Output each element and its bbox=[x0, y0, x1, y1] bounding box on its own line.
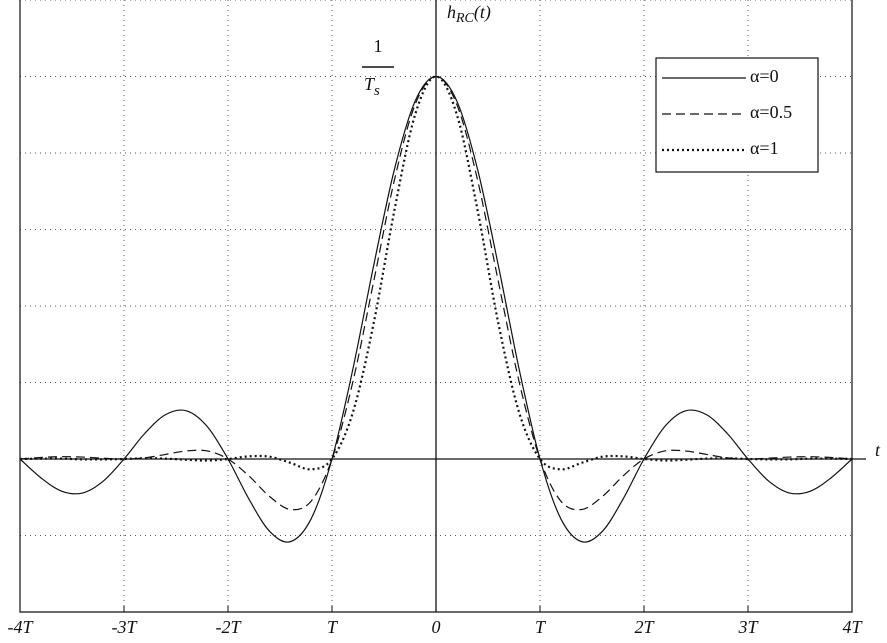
x-tick-label: 3T bbox=[737, 617, 759, 637]
legend-label: α=0.5 bbox=[750, 102, 792, 122]
x-tick-label: -4T bbox=[7, 617, 34, 637]
y-label-main: h bbox=[447, 2, 456, 22]
legend-box bbox=[655, 57, 819, 173]
x-tick-label: 0 bbox=[432, 617, 441, 637]
x-tick-label: 4T bbox=[842, 617, 863, 637]
y-label-end: (t) bbox=[474, 2, 491, 23]
y-label-sub: RC bbox=[455, 11, 475, 26]
annotation-denominator: Ts bbox=[364, 74, 380, 99]
x-axis-label: t bbox=[875, 440, 881, 460]
x-tick-label: 2T bbox=[634, 617, 655, 637]
x-tick-label: T bbox=[327, 617, 339, 637]
series-line bbox=[19, 75, 853, 511]
plot-layer: -4T -3T -2T T 0 T 2T 3T 4T α=0 α=0.5 α=1 bbox=[7, 0, 866, 637]
legend-label: α=0 bbox=[750, 66, 779, 86]
annotation-denominator-main: T bbox=[364, 74, 376, 94]
annotation-numerator: 1 bbox=[374, 36, 383, 56]
x-tick-label: -2T bbox=[215, 617, 242, 637]
x-tick-label: T bbox=[535, 617, 547, 637]
legend-label: α=1 bbox=[750, 138, 779, 158]
y-axis-label: hRC(t) bbox=[447, 2, 491, 26]
annotation-denominator-sub: s bbox=[374, 83, 380, 99]
series-line bbox=[19, 75, 853, 471]
x-tick-label: -3T bbox=[111, 617, 138, 637]
